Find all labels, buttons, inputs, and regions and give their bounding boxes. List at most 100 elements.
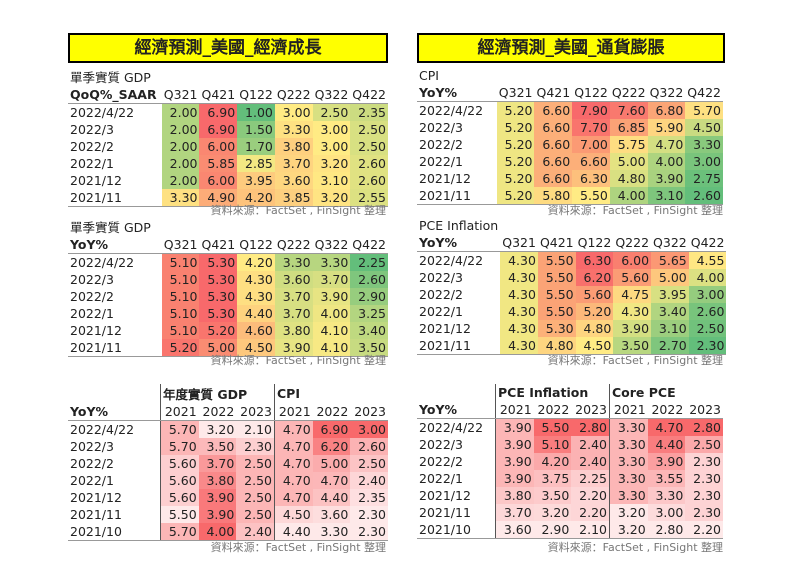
column-header: Q122: [237, 236, 275, 254]
data-cell: 5.20: [496, 187, 535, 205]
data-cell: 3.30: [161, 189, 200, 207]
data-cell: 3.00: [312, 121, 351, 138]
data-cell: 4.10: [312, 322, 351, 339]
data-cell: 2.80: [571, 418, 610, 436]
data-cell: 2.60: [350, 172, 388, 189]
data-cell: 3.00: [274, 103, 313, 121]
data-cell: 4.50: [237, 339, 275, 357]
data-cell: 3.85: [274, 189, 313, 207]
data-cell: 5.50: [533, 418, 572, 436]
data-cell: 2.50: [350, 138, 388, 155]
data-cell: 2.50: [350, 121, 388, 138]
data-cell: 2.30: [236, 438, 275, 455]
data-cell: 3.00: [685, 153, 723, 170]
data-cell: 5.30: [199, 305, 238, 322]
gdp-cpi-annual-table: 年度實質 GDP CPI YoY% 2021 2022 2023 2021 2022 2023 2…: [68, 384, 388, 541]
data-cell: 4.90: [199, 189, 238, 207]
table-sublabel: YoY%: [68, 403, 161, 421]
row-date: 2022/1: [419, 154, 463, 169]
column-header: 2022: [647, 401, 686, 419]
data-cell: 5.00: [199, 339, 238, 357]
data-cell: 3.10: [312, 172, 351, 189]
data-cell: 4.40: [647, 436, 686, 453]
data-cell: 4.80: [537, 337, 576, 355]
data-cell: 3.70: [198, 455, 237, 472]
row-date: 2021/12: [419, 321, 471, 336]
data-cell: 4.40: [237, 305, 275, 322]
data-cell: 3.95: [237, 172, 275, 189]
data-cell: 5.85: [199, 155, 238, 172]
data-cell: 3.30: [608, 453, 648, 470]
data-cell: 5.75: [609, 136, 648, 153]
data-cell: 2.20: [571, 487, 610, 504]
data-cell: 4.10: [312, 339, 351, 357]
data-cell: 3.30: [608, 418, 648, 436]
data-cell: 5.20: [496, 136, 535, 153]
data-cell: 3.30: [312, 253, 351, 271]
data-cell: 4.80: [575, 320, 614, 337]
column-header: Q122: [575, 234, 614, 252]
data-cell: 2.30: [350, 506, 388, 523]
row-date: 2022/4/22: [70, 422, 135, 437]
column-header: Q222: [613, 234, 652, 252]
data-cell: 3.20: [533, 504, 572, 521]
group-header-1: PCE Inflation: [495, 384, 610, 401]
data-cell: 3.70: [274, 288, 313, 305]
data-cell: 2.30: [688, 337, 727, 355]
data-cell: 5.50: [572, 187, 610, 205]
data-cell: 3.60: [312, 506, 351, 523]
data-cell: 5.10: [161, 253, 200, 271]
cpi-quarterly-table: CPI YoY% Q321 Q421 Q122 Q222 Q322 Q422 2022/4/22…: [417, 67, 723, 205]
data-cell: 6.00: [613, 251, 652, 269]
row-date: 2022/1: [70, 473, 114, 488]
data-cell: 1.50: [237, 121, 275, 138]
data-cell: 5.70: [159, 420, 199, 438]
left-section-title: 經濟預測_美國_經濟成長: [68, 33, 388, 63]
data-cell: 3.60: [274, 172, 313, 189]
column-header: Q421: [199, 86, 238, 104]
data-cell: 4.30: [237, 271, 275, 288]
data-cell: 4.60: [237, 322, 275, 339]
row-date: 2022/3: [70, 439, 114, 454]
row-date: 2021/11: [70, 507, 122, 522]
data-cell: 4.00: [312, 305, 351, 322]
data-cell: 2.90: [350, 288, 388, 305]
data-cell: 2.30: [685, 470, 723, 487]
data-cell: 2.50: [312, 103, 351, 121]
data-cell: 2.70: [651, 337, 689, 355]
data-cell: 3.80: [274, 138, 313, 155]
column-header: 2023: [685, 401, 723, 419]
data-cell: 3.40: [651, 303, 689, 320]
row-date: 2022/4/22: [419, 253, 484, 268]
data-cell: 6.60: [534, 170, 573, 187]
data-cell: 2.30: [350, 523, 388, 541]
column-header: Q122: [237, 86, 275, 104]
column-header: Q321: [161, 86, 200, 104]
column-header: Q321: [161, 236, 200, 254]
data-cell: 3.00: [647, 504, 686, 521]
column-header: 2022: [198, 403, 237, 421]
data-cell: 4.70: [273, 455, 313, 472]
row-date: 2022/4/22: [419, 420, 484, 435]
data-cell: 3.80: [494, 487, 534, 504]
data-cell: 3.75: [533, 470, 572, 487]
data-cell: 3.00: [688, 286, 727, 303]
row-date: 2021/11: [68, 189, 162, 207]
source-note: 資料來源：FactSet , FinSight 整理: [210, 541, 386, 554]
data-cell: 3.90: [494, 470, 534, 487]
data-cell: 5.20: [199, 322, 238, 339]
data-cell: 3.30: [274, 121, 313, 138]
data-cell: 2.60: [685, 187, 723, 205]
data-cell: 2.50: [236, 506, 275, 523]
data-cell: 2.60: [688, 303, 727, 320]
table-label: PCE Inflation: [419, 218, 499, 233]
data-cell: 5.10: [161, 322, 200, 339]
data-cell: 4.30: [237, 288, 275, 305]
row-date: 2022/3: [419, 120, 463, 135]
row-date: 2021/12: [419, 488, 471, 503]
data-cell: 3.30: [608, 487, 648, 504]
data-cell: 4.00: [647, 153, 686, 170]
column-header: Q321: [500, 234, 538, 252]
data-cell: 2.35: [350, 489, 388, 506]
data-cell: 3.40: [350, 322, 388, 339]
